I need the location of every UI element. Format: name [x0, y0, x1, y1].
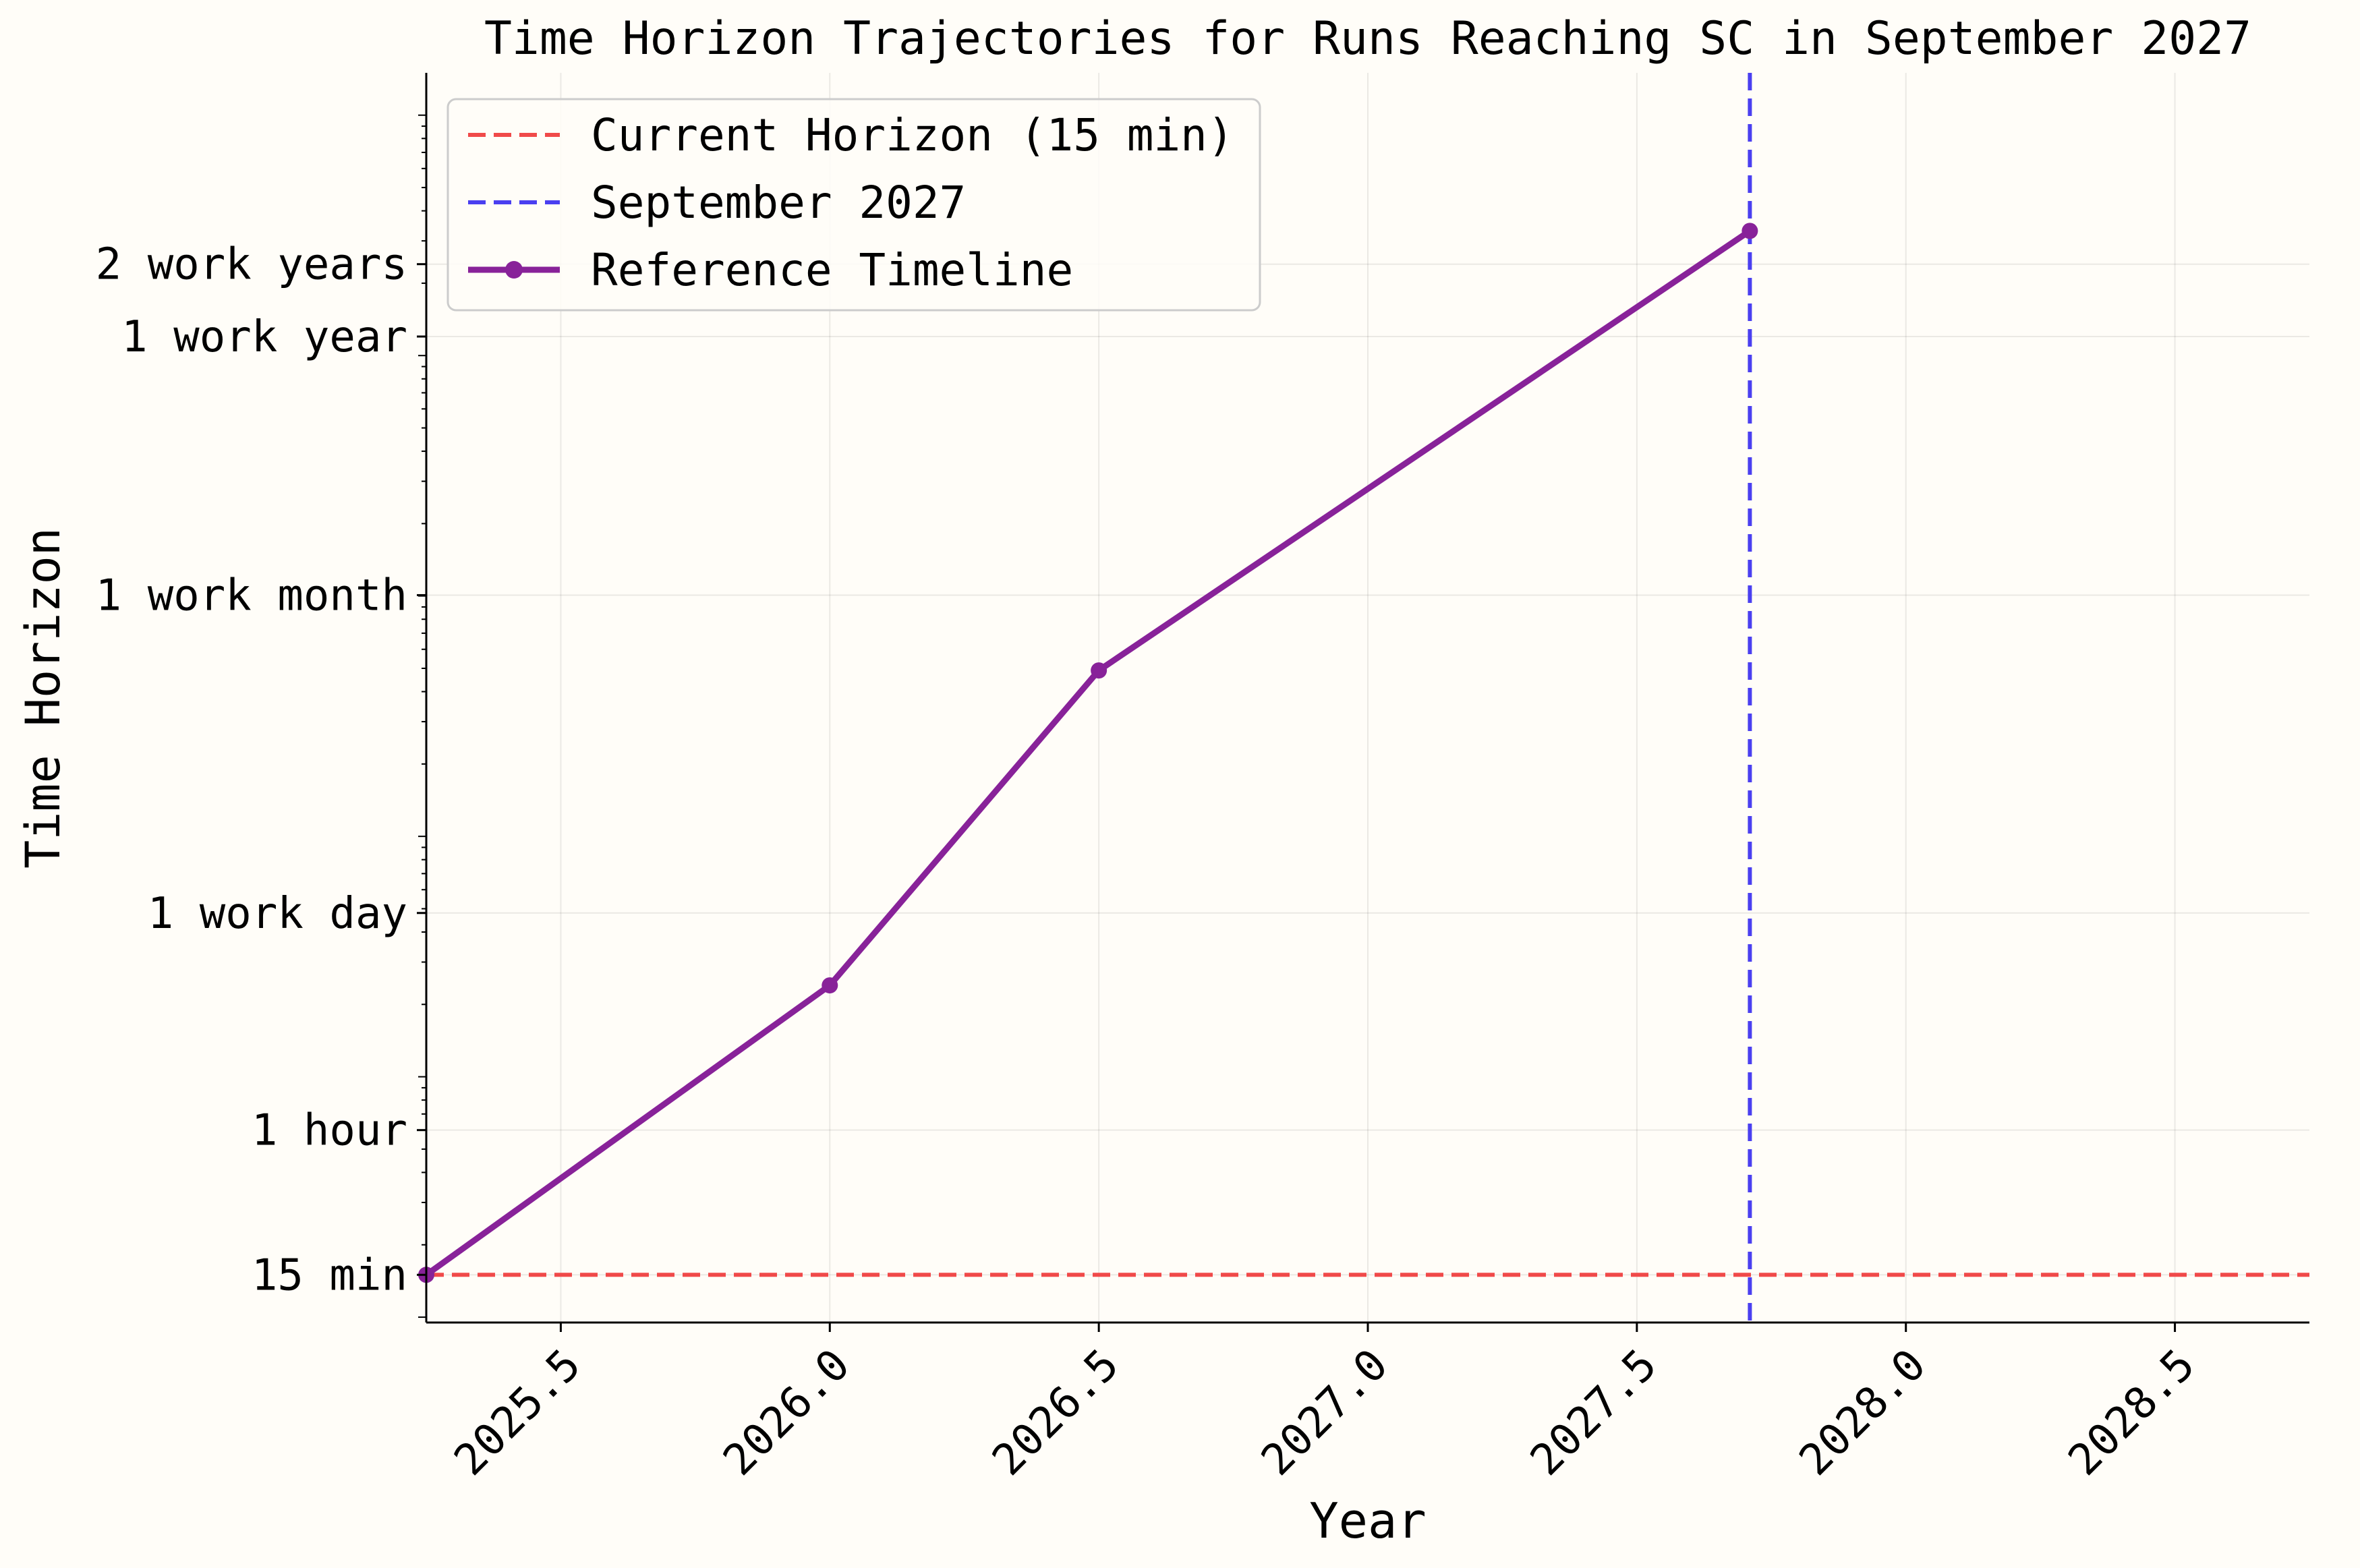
reference-lines [426, 73, 2309, 1323]
data-point [822, 977, 838, 994]
y-tick-label: 1 work year [121, 312, 407, 362]
y-ticks: 15 min 1 hour 1 work day 1 work month 1 work… [96, 240, 426, 1300]
y-tick-label: 1 work day [148, 889, 407, 939]
series-line-reference-timeline [424, 228, 1752, 1277]
y-axis-label: Time Horizon [16, 527, 71, 869]
y-tick-label: 15 min [252, 1250, 407, 1300]
data-point [1742, 223, 1758, 239]
legend-box [447, 98, 1261, 312]
data-point [1091, 662, 1107, 679]
legend-label-september-2027: September 2027 [591, 177, 966, 229]
y-tick-label: 2 work years [96, 240, 407, 290]
legend-label-reference-timeline: Reference Timeline [591, 244, 1073, 296]
legend-marker-reference-timeline [505, 261, 523, 279]
legend-label-current-horizon: Current Horizon (15 min) [591, 109, 1234, 161]
x-axis-label: Year [1309, 1492, 1426, 1549]
y-tick-label: 1 work month [96, 571, 407, 620]
legend: Current Horizon (15 min) September 2027 … [447, 98, 1261, 312]
chart-title: Time Horizon Trajectories for Runs Reach… [484, 12, 2251, 65]
y-tick-label: 1 hour [252, 1106, 407, 1156]
